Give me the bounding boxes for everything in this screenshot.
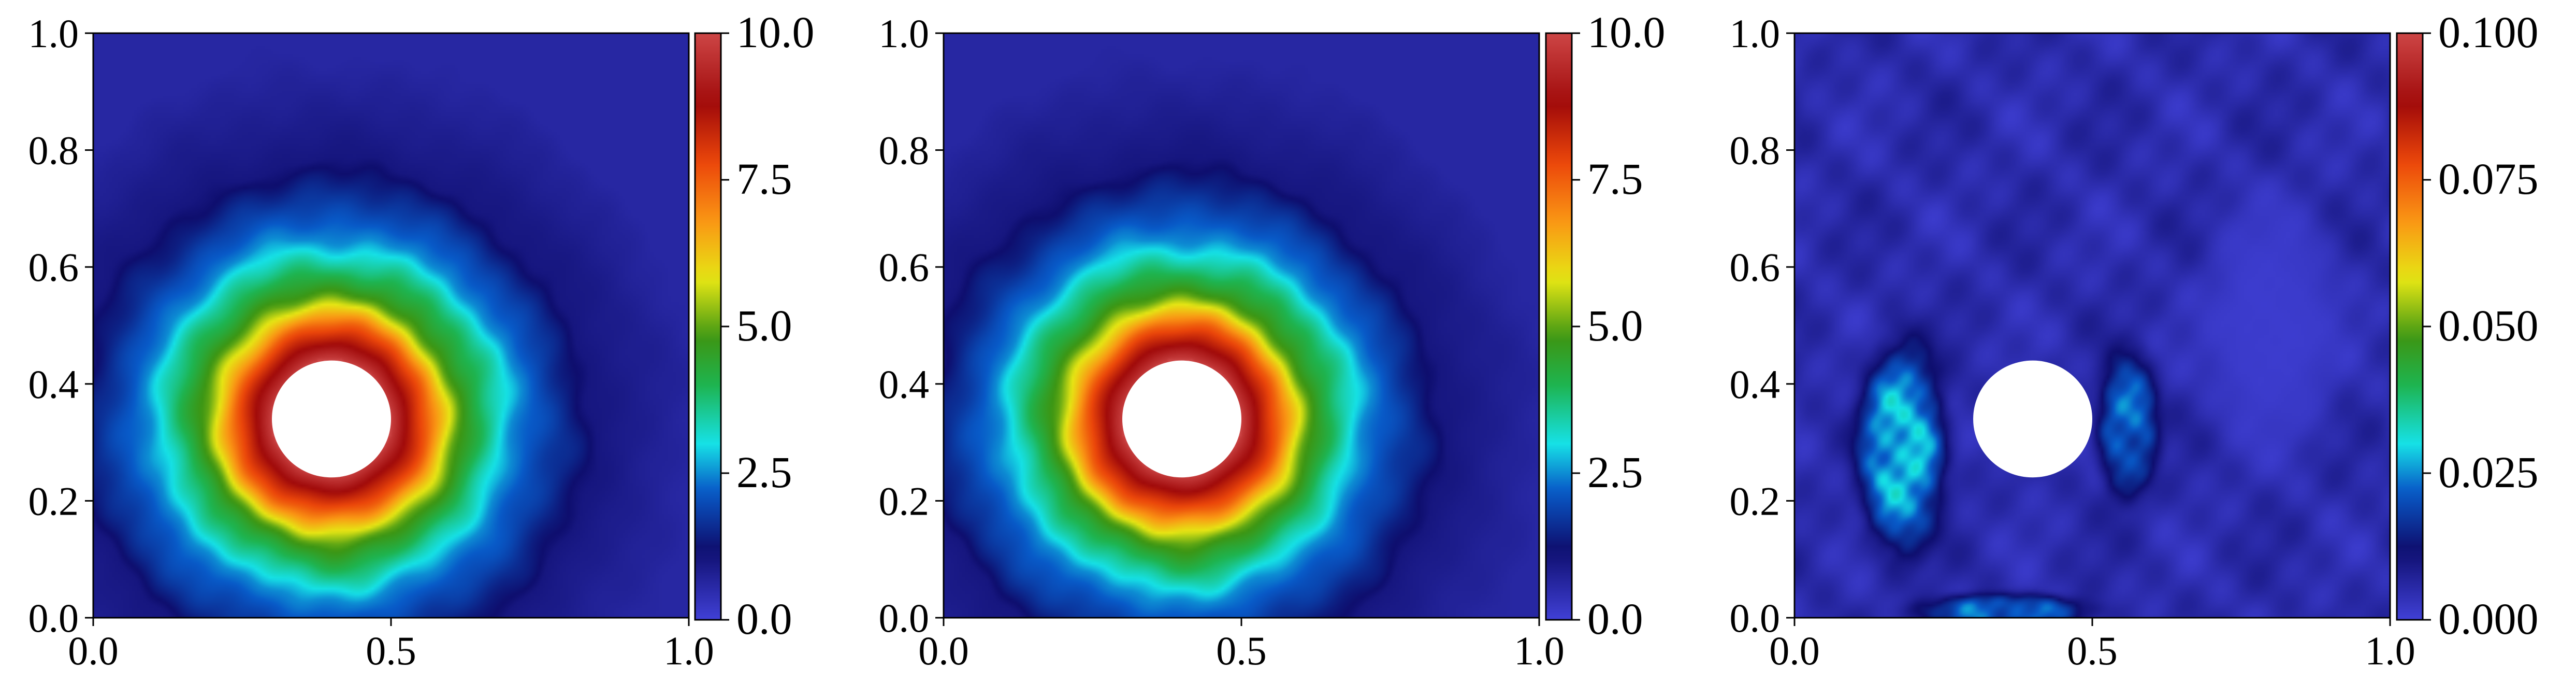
hole [272,360,391,478]
y-tick-label: 1.0 [879,11,930,56]
colorbar-tick-label: 10.0 [1587,7,1666,57]
x-tick-label: 0.0 [918,628,969,673]
colorbar-tick-label: 0.050 [2438,301,2539,350]
y-tick-label: 0.4 [879,362,930,407]
colorbar-tick-label: 10.0 [736,7,815,57]
y-tick-label: 0.2 [28,478,79,523]
colorbar [694,32,722,621]
colorbar-tick-label: 7.5 [1587,154,1643,204]
heatmap-field [1794,33,2390,618]
y-tick-label: 0.6 [28,245,79,290]
colorbar-tick-label: 0.0 [736,594,792,644]
colorbar-tick-label: 0.075 [2438,154,2539,204]
y-tick-label: 0.2 [879,478,930,523]
colorbar-tick-label: 0.025 [2438,447,2539,497]
colorbar [1545,32,1573,621]
y-tick-label: 1.0 [28,11,79,56]
colorbar-tick-label: 0.000 [2438,594,2539,644]
y-tick-label: 1.0 [1730,11,1781,56]
y-tick-label: 0.8 [1730,128,1781,173]
y-tick-label: 0.0 [879,595,930,641]
y-tick-label: 0.4 [28,362,79,407]
y-tick-label: 0.6 [879,245,930,290]
colorbar-tick-label: 5.0 [1587,301,1643,350]
x-tick-label: 0.0 [68,628,119,673]
y-tick-label: 0.0 [1730,595,1781,641]
y-tick-label: 0.2 [1730,478,1781,523]
y-tick-label: 0.8 [879,128,930,173]
hole [1122,360,1241,478]
colorbar-tick-label: 2.5 [736,447,792,497]
colorbar-tick-label: 0.100 [2438,7,2539,57]
y-tick-label: 0.8 [28,128,79,173]
y-tick-label: 0.4 [1730,362,1781,407]
x-tick-label: 0.0 [1769,628,1820,673]
panel-2: 0.0 0.5 1.0 0.0 0.2 0.4 0.6 0.8 1.0 0.0 2.5 5.0 7.5 1… [879,7,1666,673]
x-tick-label: 0.5 [1216,628,1267,673]
heatmap-field [93,33,689,618]
panel-1: 0.0 0.5 1.0 0.0 0.2 0.4 0.6 0.8 1.0 0.0 2.5 5.0 7.5 1… [28,7,815,673]
x-tick-label: 1.0 [663,628,714,673]
colorbar-tick-label: 0.0 [1587,594,1643,644]
y-tick-label: 0.0 [28,595,79,641]
x-tick-label: 0.5 [366,628,416,673]
panel-3: 0.0 0.5 1.0 0.0 0.2 0.4 0.6 0.8 1.0 0.000 0.025 0.0… [1730,7,2539,673]
x-tick-label: 1.0 [2365,628,2415,673]
colorbar-tick-label: 2.5 [1587,447,1643,497]
x-tick-label: 0.5 [2067,628,2118,673]
hole [1973,360,2092,478]
colorbar-tick-label: 7.5 [736,154,792,204]
y-tick-label: 0.6 [1730,245,1781,290]
x-tick-label: 1.0 [1514,628,1565,673]
colorbar [2396,32,2424,621]
heatmap-field [944,33,1539,618]
colorbar-tick-label: 5.0 [736,301,792,350]
